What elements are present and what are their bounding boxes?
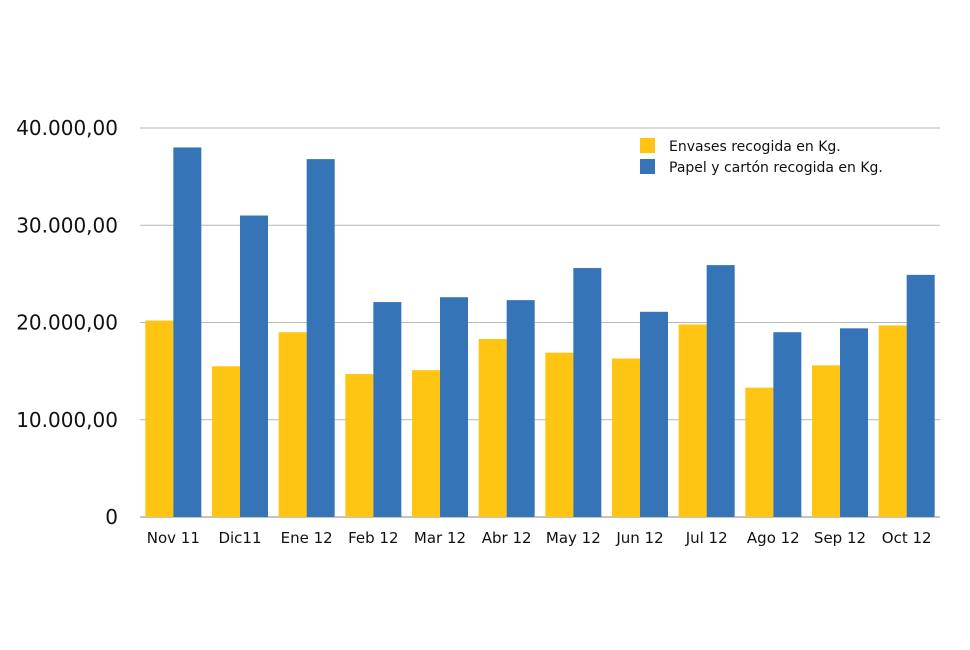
bar-series-1-11 [878,325,907,517]
legend: Envases recogida en Kg. Papel y cartón re… [640,138,883,176]
bar-series-2-1 [240,215,268,517]
x-tick-label: Dic11 [218,529,261,547]
bar-series-1-10 [812,365,840,517]
x-tick-label: Jul 12 [685,529,728,547]
y-tick-label: 40.000,00 [16,116,118,140]
bar-series-2-3 [373,302,402,517]
x-tick-label: May 12 [546,529,601,547]
bar-series-1-5 [478,339,507,517]
x-tick-label: Jun 12 [615,529,663,547]
x-tick-label: Feb 12 [348,529,398,547]
y-tick-label: 10.000,00 [16,408,118,432]
y-tick-label: 0 [105,505,118,529]
bar-series-2-5 [506,300,535,517]
grid-layer [140,127,940,518]
bar-series-1-0 [145,320,174,517]
x-axis-ticks: Nov 11 Dic11 Ene 12 Feb 12 Mar 12 Abr 12 May 1… [147,529,932,547]
bar-series-2-2 [306,159,335,517]
bar-series-1-3 [345,374,374,517]
x-tick-label: Sep 12 [814,529,866,547]
x-tick-label: Oct 12 [882,529,932,547]
legend-label-2: Papel y cartón recogida en Kg. [669,160,883,176]
legend-swatch-2 [640,159,655,174]
bar-series-2-7 [640,311,668,517]
bar-series-2-10 [840,328,868,517]
legend-swatch-1 [640,138,655,153]
bar-series-1-8 [678,324,707,517]
bars-layer [145,147,935,517]
bar-series-2-8 [706,265,735,517]
x-tick-label: Abr 12 [482,529,532,547]
bar-series-2-6 [573,268,602,517]
bar-series-2-4 [440,297,468,517]
bar-series-1-1 [212,366,240,517]
x-tick-label: Nov 11 [147,529,200,547]
x-tick-label: Mar 12 [414,529,466,547]
x-tick-label: Ago 12 [747,529,800,547]
bar-series-1-2 [278,332,307,517]
y-axis-ticks: 0 10.000,00 20.000,00 30.000,00 40.000,00 [16,116,118,529]
y-tick-label: 30.000,00 [16,213,118,237]
bar-series-1-9 [745,387,774,517]
bar-series-2-9 [773,332,802,517]
legend-label-1: Envases recogida en Kg. [669,139,841,155]
bar-series-1-4 [412,370,440,517]
bar-series-2-0 [173,147,202,517]
bar-series-2-11 [906,274,935,517]
bar-series-1-7 [612,358,640,517]
x-tick-label: Ene 12 [281,529,333,547]
bar-series-1-6 [545,352,574,517]
y-tick-label: 20.000,00 [16,311,118,335]
